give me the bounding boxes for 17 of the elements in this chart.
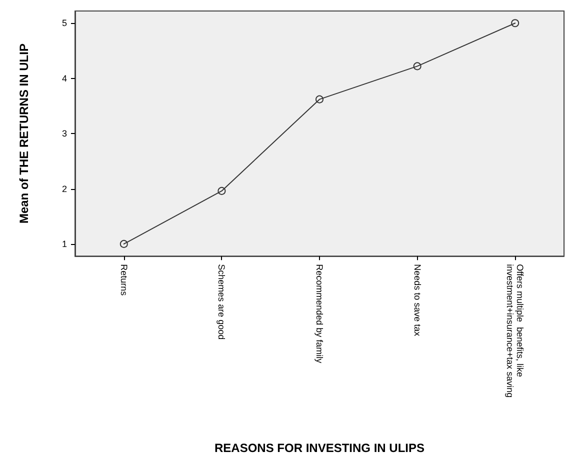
x-tick-label: Schemes are good [216, 264, 227, 340]
x-tick-label: Needs to save tax [412, 264, 422, 337]
point [511, 19, 520, 28]
x-tick-label: Offers multiple benefits, like investment+insurance+tax saving [505, 264, 526, 398]
point [413, 62, 422, 70]
point [218, 186, 226, 195]
point [120, 240, 128, 248]
point [316, 95, 324, 104]
y-tick-label: 2 [62, 184, 67, 194]
y-tick-label: 4 [62, 73, 67, 84]
x-axis-title: REASONS FOR INVESTING IN ULIPS [214, 441, 425, 455]
x-tick-label: Recommended by family [314, 264, 324, 364]
y-tick-label: 5 [62, 18, 67, 28]
x-tick-label: Returns [118, 264, 129, 296]
y-tick-label: 1 [62, 238, 67, 249]
y-axis-title: Mean of THE RETURNS IN ULIP [17, 44, 31, 224]
y-tick-label: 3 [62, 128, 67, 139]
